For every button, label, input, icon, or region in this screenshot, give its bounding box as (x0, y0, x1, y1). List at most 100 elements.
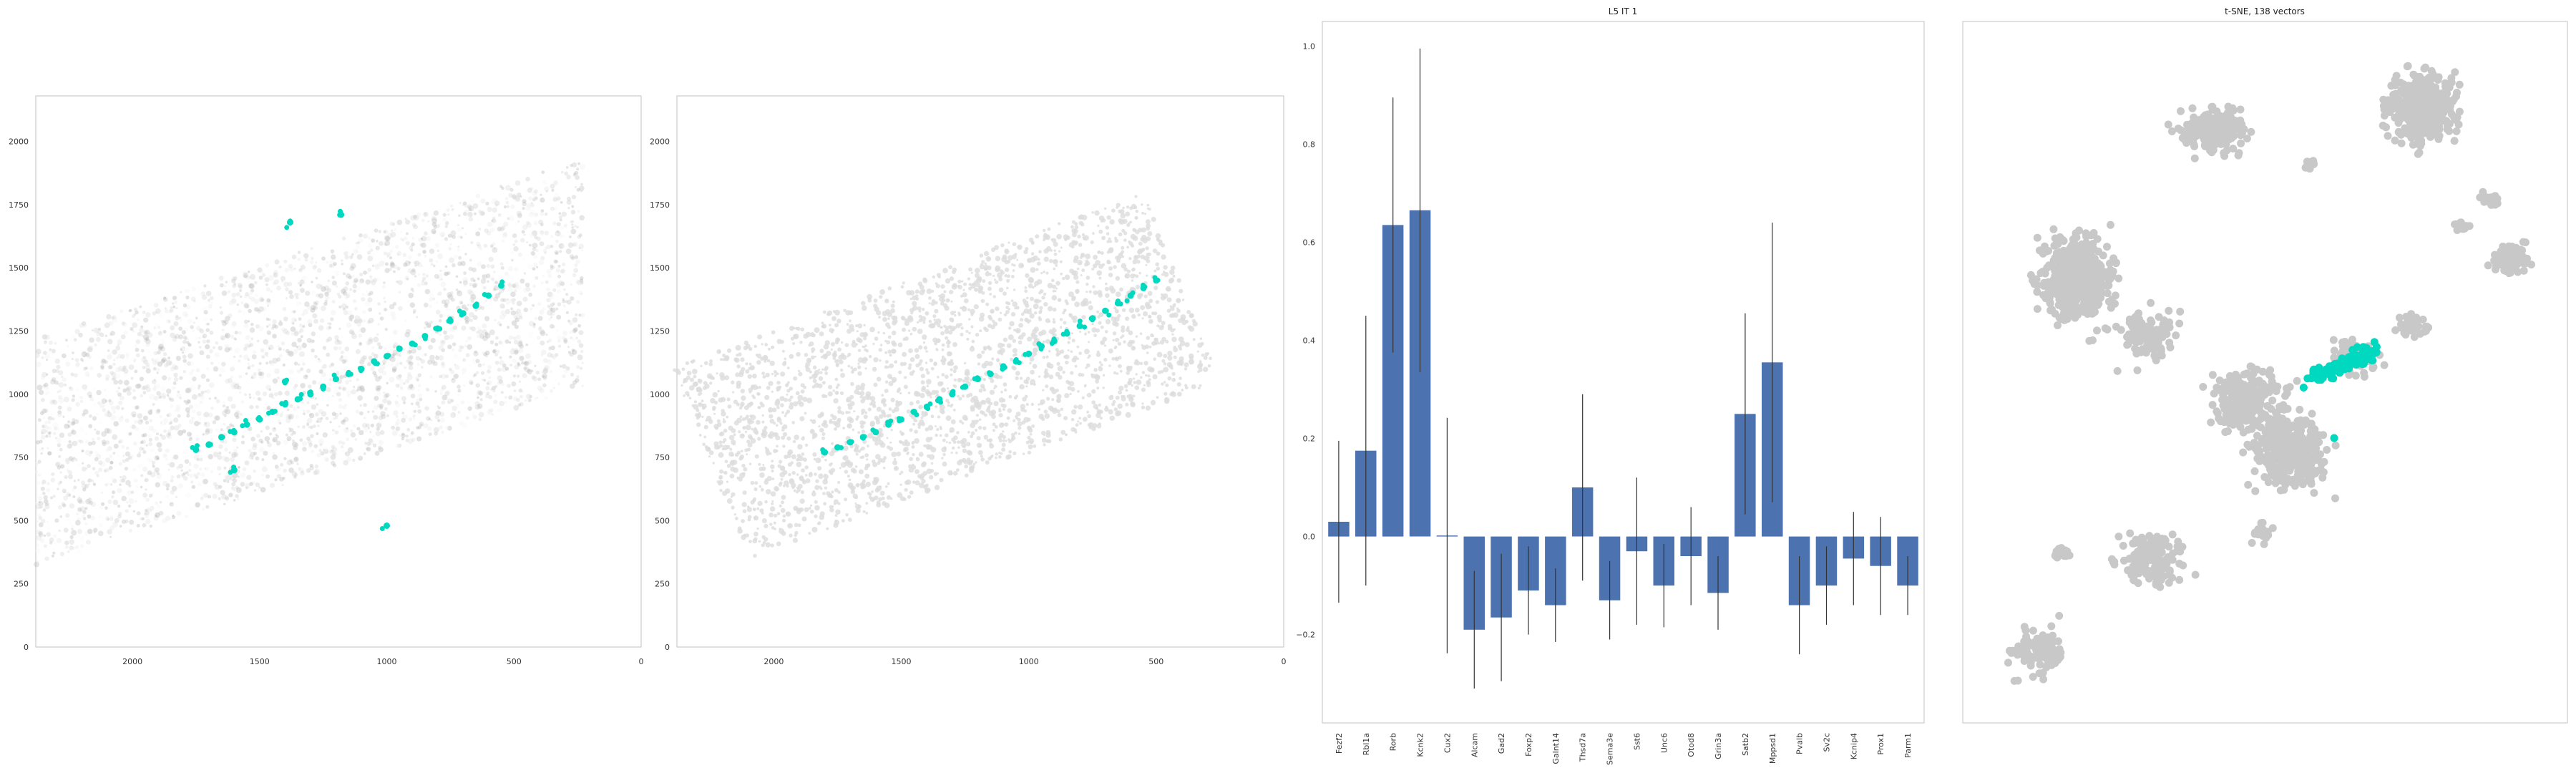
background-cell (74, 329, 80, 334)
background-cell (102, 361, 104, 364)
background-cell (187, 473, 190, 477)
background-cell (467, 303, 470, 306)
background-cell (96, 413, 99, 416)
background-cell (393, 342, 399, 347)
y-tick-label: 0 (24, 643, 29, 652)
background-cell (263, 339, 269, 345)
background-cell (1118, 253, 1123, 258)
background-cell (289, 404, 293, 409)
background-cell (276, 474, 281, 479)
background-cell (57, 412, 63, 417)
background-cell (517, 403, 522, 407)
background-cell (1022, 452, 1025, 455)
background-cell (887, 317, 890, 321)
background-cell (157, 457, 160, 460)
background-cell (1044, 368, 1048, 372)
background-cell (374, 228, 379, 233)
background-cell (978, 425, 982, 430)
background-cell (441, 234, 444, 238)
background-cell (150, 493, 154, 497)
background-cell (326, 386, 331, 393)
background-cell (482, 274, 487, 280)
background-cell (81, 500, 85, 505)
background-cell (203, 412, 210, 418)
background-cell (517, 285, 522, 290)
background-cell (46, 532, 51, 537)
background-cell (44, 556, 49, 561)
background-cell (126, 501, 129, 504)
background-cell (313, 264, 318, 268)
background-cell (934, 485, 940, 490)
background-cell (121, 519, 127, 525)
background-cell (117, 354, 122, 359)
background-cell (397, 362, 400, 365)
background-cell (1147, 381, 1151, 385)
background-cell (790, 461, 794, 465)
background-cell (441, 299, 447, 304)
background-cell (112, 317, 118, 323)
background-cell (393, 270, 396, 273)
background-cell (257, 339, 260, 343)
background-cell (419, 358, 422, 361)
background-cell (176, 510, 182, 516)
background-cell (440, 281, 447, 288)
background-cell (455, 275, 459, 278)
background-cell (144, 477, 149, 482)
background-cell (36, 520, 39, 522)
background-cell (484, 228, 489, 233)
background-cell (866, 458, 869, 461)
background-cell (1096, 374, 1101, 379)
background-cell (914, 354, 920, 359)
background-cell (741, 366, 746, 371)
background-cell (844, 497, 848, 502)
background-cell (925, 379, 932, 385)
background-cell (288, 263, 293, 268)
background-cell (73, 338, 77, 342)
background-cell (137, 463, 143, 469)
background-cell (826, 527, 829, 530)
background-cell (250, 323, 254, 326)
background-cell (87, 514, 92, 519)
background-cell (461, 325, 467, 331)
background-cell (37, 418, 42, 422)
background-cell (444, 334, 449, 341)
background-cell (314, 354, 318, 359)
background-cell (206, 378, 210, 382)
background-cell (940, 284, 945, 289)
background-cell (58, 461, 62, 465)
background-cell (452, 342, 457, 346)
background-cell (439, 374, 442, 379)
background-cell (42, 423, 47, 428)
background-cell (224, 332, 230, 339)
background-cell (100, 364, 104, 369)
background-cell (293, 310, 296, 313)
background-cell (470, 299, 474, 303)
background-cell (199, 329, 205, 334)
background-cell (477, 261, 482, 267)
background-cell (399, 354, 401, 357)
background-cell (46, 520, 49, 524)
background-cell (500, 310, 506, 315)
background-cell (64, 457, 69, 462)
background-cell (921, 308, 925, 311)
background-cell (740, 404, 744, 408)
background-cell (238, 388, 242, 392)
background-cell (577, 162, 580, 165)
background-cell (984, 251, 990, 256)
background-cell (964, 464, 968, 469)
background-cell (142, 391, 147, 395)
background-cell (469, 326, 473, 330)
background-cell (468, 266, 473, 271)
background-cell (384, 412, 386, 414)
background-cell (482, 335, 488, 341)
background-cell (1073, 404, 1078, 409)
background-cell (945, 415, 952, 422)
background-cell (410, 215, 416, 221)
background-cell (1163, 398, 1170, 404)
background-cell (1085, 276, 1091, 280)
background-cell (142, 433, 147, 437)
background-cell (720, 358, 723, 361)
background-cell (160, 346, 166, 352)
background-cell (409, 261, 411, 264)
background-cell (771, 460, 774, 463)
